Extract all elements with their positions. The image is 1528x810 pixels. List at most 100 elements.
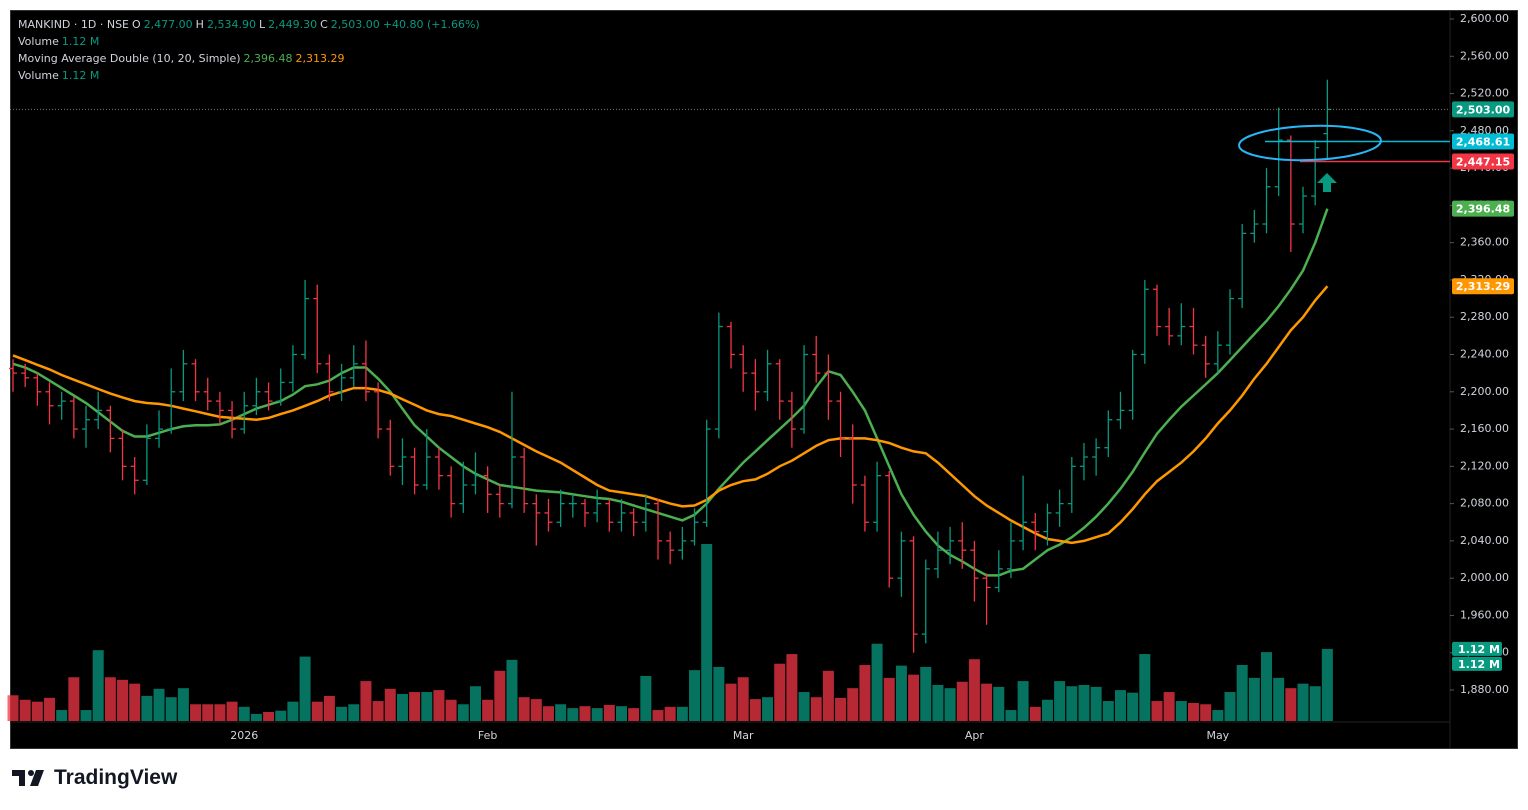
logo <box>12 770 44 786</box>
volume-bar <box>1114 690 1126 721</box>
volume-bar <box>384 688 396 721</box>
volume-bar <box>883 677 895 721</box>
volume-bar <box>725 683 737 721</box>
indicator: Volume <box>18 35 59 48</box>
volume-bar <box>275 710 287 721</box>
indicator-value: 2,313.29 <box>295 52 345 65</box>
volume-bar <box>944 688 956 721</box>
volume-bar <box>1248 677 1260 721</box>
volume-bar <box>153 688 165 721</box>
volume-bar <box>1127 692 1139 721</box>
volume-bar <box>981 683 993 721</box>
volume-bar <box>92 650 104 721</box>
volume-bar <box>835 697 847 721</box>
volume-bar <box>1029 706 1041 721</box>
y-tick-label: 1,880.00 <box>1460 683 1509 696</box>
volume-bar <box>920 666 932 721</box>
volume-bar <box>530 699 542 721</box>
volume-bar <box>932 684 944 721</box>
volume-bar <box>104 677 116 721</box>
volume-bar <box>810 697 822 721</box>
y-tick-label: 2,200.00 <box>1460 385 1509 398</box>
volume-bar <box>591 708 603 721</box>
ohlc-key: H <box>195 18 204 31</box>
volume-bar <box>616 706 627 721</box>
y-tick-label: 1,960.00 <box>1460 608 1509 621</box>
volume-bar <box>56 710 68 721</box>
volume-bar <box>1041 699 1053 721</box>
ohlc-value: 2,449.30 <box>268 18 318 31</box>
volume-bar <box>372 701 384 721</box>
volume-bar <box>1321 648 1333 721</box>
arrow-drawing <box>1317 173 1337 192</box>
volume-bar <box>542 706 554 721</box>
volume-bar <box>676 706 688 721</box>
x-tick-label: Apr <box>965 729 985 742</box>
y-tick-label: 2,240.00 <box>1460 348 1509 361</box>
volume-bar <box>1102 701 1114 721</box>
volume-bar <box>250 713 262 721</box>
price-badge <box>1452 133 1514 150</box>
legend-row: Moving Average Double (10, 20, Simple) 2,… <box>18 50 483 67</box>
price-badge-label: 2,503.00 <box>1456 103 1511 116</box>
y-tick-label: 2,560.00 <box>1460 49 1509 62</box>
price-badge <box>1452 153 1514 170</box>
volume-bar <box>421 692 433 721</box>
volume-bar <box>1066 686 1078 721</box>
volume-bar <box>7 695 19 721</box>
volume-bar <box>482 699 494 721</box>
volume-badge <box>1452 641 1502 656</box>
volume-bar <box>774 663 786 721</box>
y-tick-label: 2,360.00 <box>1460 236 1509 249</box>
volume-bar <box>847 688 859 721</box>
volume-bar <box>445 699 457 721</box>
volume-badge-label: 1.12 M <box>1458 643 1500 656</box>
ohlc-value: 2,503.00 <box>330 18 380 31</box>
y-tick-label: 2,600.00 <box>1460 12 1509 25</box>
volume-bar <box>895 665 907 721</box>
volume-bar <box>348 704 360 721</box>
legend: MANKIND · 1D · NSE O 2,477.00 H 2,534.90 L 2,4… <box>18 16 483 84</box>
volume-bar <box>555 704 567 721</box>
ohlc-value: 2,534.90 <box>206 18 256 31</box>
ohlc-value: 2,477.00 <box>143 18 193 31</box>
volume-bar <box>871 643 883 721</box>
x-tick-label: Mar <box>733 729 754 742</box>
volume-bar <box>1236 665 1248 721</box>
volume-bar <box>336 706 348 721</box>
ellipse-drawing <box>1238 124 1382 162</box>
price-badge-label: 2,447.15 <box>1456 155 1510 168</box>
volume-bar <box>822 670 834 721</box>
volume-bar <box>19 699 31 721</box>
volume-bar <box>859 665 871 721</box>
volume-bar <box>908 674 920 721</box>
ohlc-key: C <box>320 18 328 31</box>
volume-bar <box>652 710 664 721</box>
price-badge-label: 2,396.48 <box>1456 203 1510 216</box>
volume-bar <box>165 697 177 721</box>
volume-bar <box>1090 686 1102 721</box>
volume-bar <box>603 704 615 721</box>
volume-badge <box>1452 656 1502 671</box>
legend-row: Volume 1.12 M <box>18 33 483 50</box>
price-badge-label: 2,468.61 <box>1456 135 1510 148</box>
volume-bar <box>1163 692 1175 721</box>
volume-bar <box>433 690 445 721</box>
volume-bar <box>1224 692 1236 721</box>
volume-bar <box>956 681 968 721</box>
legend-row: MANKIND · 1D · NSE O 2,477.00 H 2,534.90 L 2,4… <box>18 16 483 33</box>
volume-bar <box>798 692 810 721</box>
volume-bar <box>1151 701 1163 721</box>
ohlc-key: O <box>132 18 141 31</box>
volume-bar <box>214 704 226 721</box>
volume-bar <box>1261 652 1273 721</box>
volume-bar <box>409 692 421 721</box>
volume-bar <box>1078 684 1090 721</box>
indicator-value: 1.12 M <box>61 35 100 48</box>
x-tick-label: Feb <box>478 729 497 742</box>
volume-bar <box>263 711 275 721</box>
volume-bar <box>518 697 530 721</box>
volume-bar <box>993 686 1005 721</box>
volume-bar <box>238 706 250 721</box>
